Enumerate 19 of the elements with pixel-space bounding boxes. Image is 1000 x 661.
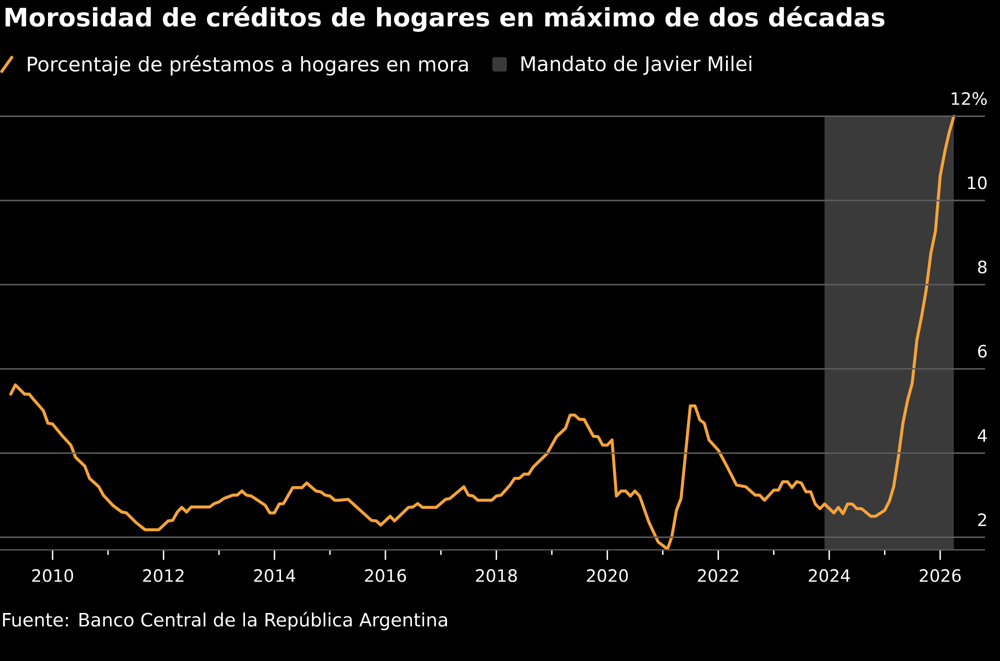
y-tick-label: 4 [978, 429, 987, 442]
x-tick-label: 2022 [698, 569, 738, 582]
x-tick-label: 2020 [586, 569, 628, 582]
x-tick-label: 2024 [808, 569, 850, 582]
y-tick-label: 12% [952, 92, 987, 106]
y-tick-label: 2 [978, 513, 986, 526]
chart-title: Morosidad de créditos de hogares en máximo de dos décadas [6, 6, 884, 32]
x-tick-label: 2012 [143, 569, 184, 582]
legend-label: Porcentaje de préstamos a hogares en mora [28, 55, 468, 76]
x-tick-label: 2026 [920, 569, 961, 582]
x-tick-label: 2014 [254, 569, 296, 582]
source-note: Fuente: Banco Central de la República Argentina [3, 612, 448, 630]
x-tick-label: 2016 [365, 569, 406, 582]
y-tick-label: 6 [978, 344, 987, 358]
x-tick-label: 2018 [476, 569, 517, 582]
legend-label: Mandato de Javier Milei [521, 56, 752, 75]
y-tick-label: 10 [968, 176, 987, 190]
y-tick-label: 8 [978, 260, 987, 274]
x-tick-label: 2010 [32, 569, 74, 582]
